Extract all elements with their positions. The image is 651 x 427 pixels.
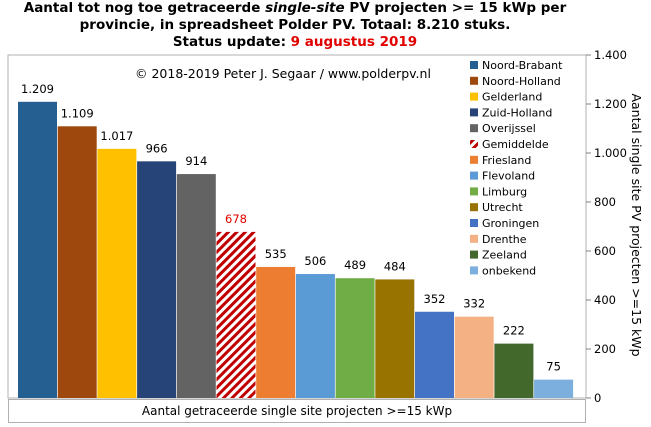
copyright-text: © 2018-2019 Peter J. Segaar / www.polder… xyxy=(135,66,431,81)
title-line-1-start: Aantal tot nog toe getraceerde xyxy=(23,0,266,16)
legend-swatch-gelderland xyxy=(470,92,478,101)
status-date: 9 augustus 2019 xyxy=(290,34,418,50)
legend-label-gelderland: Gelderland xyxy=(482,91,542,104)
legend-swatch-flevoland xyxy=(470,171,478,180)
y-tick-label-800: 800 xyxy=(594,195,616,209)
bar-friesland xyxy=(256,266,296,398)
legend-swatch-zeeland xyxy=(470,250,478,259)
legend-label-limburg: Limburg xyxy=(482,185,527,198)
status-label: Status update: xyxy=(172,34,291,50)
legend-label-zeeland: Zeeland xyxy=(482,249,527,262)
data-label-utrecht: 484 xyxy=(384,259,406,273)
title-line-3: Status update: 9 augustus 2019 xyxy=(0,34,590,51)
data-label-friesland: 535 xyxy=(265,247,287,261)
legend-label-groningen: Groningen xyxy=(482,217,539,230)
legend-swatch-friesland xyxy=(470,155,478,164)
legend-swatch-noord-brabant xyxy=(470,61,478,69)
bar-noord-brabant xyxy=(18,101,57,399)
bar-overijssel xyxy=(176,174,216,398)
y-tick-label-1200: 1.200 xyxy=(594,97,627,111)
y-tick-label-1400: 1.400 xyxy=(594,48,627,62)
legend-swatch-gemiddelde xyxy=(470,140,478,148)
bar-zuid-holland xyxy=(137,161,177,398)
legend-label-onbekend: onbekend xyxy=(482,264,536,277)
legend-swatch-drenthe xyxy=(470,234,478,243)
legend-label-noord-brabant: Noord-Brabant xyxy=(482,59,563,72)
data-label-gelderland: 1.017 xyxy=(100,129,133,143)
y-tick-label-600: 600 xyxy=(594,244,616,258)
data-label-groningen: 352 xyxy=(424,292,446,306)
title-line-1: Aantal tot nog toe getraceerde single-si… xyxy=(0,0,590,17)
legend-label-noord-holland: Noord-Holland xyxy=(482,75,561,88)
title-line-1-italic: single-site xyxy=(265,0,345,16)
data-label-onbekend: 75 xyxy=(546,360,561,374)
y-tick-label-1000: 1.000 xyxy=(594,146,627,160)
x-axis-label: Aantal getraceerde single site projecten… xyxy=(8,399,586,423)
data-label-noord-holland: 1.109 xyxy=(61,106,94,120)
legend-label-drenthe: Drenthe xyxy=(482,233,527,246)
bar-limburg xyxy=(335,278,375,398)
legend-swatch-groningen xyxy=(470,219,478,227)
title-line-1-end: PV projecten >= 15 kWp per xyxy=(344,0,567,16)
legend-label-gemiddelde: Gemiddelde xyxy=(482,138,549,151)
title-line-2: provincie, in spreadsheet Polder PV. Tot… xyxy=(79,17,511,33)
legend-label-flevoland: Flevoland xyxy=(482,170,535,183)
bar-groningen xyxy=(415,311,454,398)
legend-swatch-zuid-holland xyxy=(470,108,478,117)
bar-gelderland xyxy=(97,148,137,398)
legend-label-utrecht: Utrecht xyxy=(482,201,523,214)
legend-label-overijssel: Overijssel xyxy=(482,122,536,135)
legend-label-friesland: Friesland xyxy=(482,154,531,167)
chart-title: Aantal tot nog toe getraceerde single-si… xyxy=(0,0,590,51)
bar-noord-holland xyxy=(57,126,97,399)
data-label-drenthe: 332 xyxy=(463,297,485,311)
data-label-zuid-holland: 966 xyxy=(146,141,168,155)
y-tick-label-200: 200 xyxy=(594,342,616,356)
y-axis-label: Aantal single site PV projecten >=15 kWp xyxy=(629,93,644,356)
data-label-noord-brabant: 1.209 xyxy=(21,82,54,96)
bar-gemiddelde xyxy=(216,231,256,398)
data-label-zeeland: 222 xyxy=(503,324,525,338)
data-label-limburg: 489 xyxy=(344,258,366,272)
data-label-gemiddelde: 678 xyxy=(225,212,247,226)
bar-zeeland xyxy=(494,343,534,398)
data-label-flevoland: 506 xyxy=(304,254,326,268)
legend-swatch-overijssel xyxy=(470,124,478,133)
bar-onbekend xyxy=(534,379,574,398)
legend-swatch-limburg xyxy=(470,187,478,196)
y-tick-label-0: 0 xyxy=(594,391,601,405)
bar-utrecht xyxy=(375,279,415,398)
legend-swatch-onbekend xyxy=(470,266,478,275)
legend-swatch-noord-holland xyxy=(470,76,478,85)
bar-drenthe xyxy=(454,316,494,398)
bar-flevoland xyxy=(295,274,335,398)
legend-label-zuid-holland: Zuid-Holland xyxy=(482,106,552,119)
data-label-overijssel: 914 xyxy=(185,154,207,168)
legend-swatch-utrecht xyxy=(470,203,478,212)
y-tick-label-400: 400 xyxy=(594,293,616,307)
